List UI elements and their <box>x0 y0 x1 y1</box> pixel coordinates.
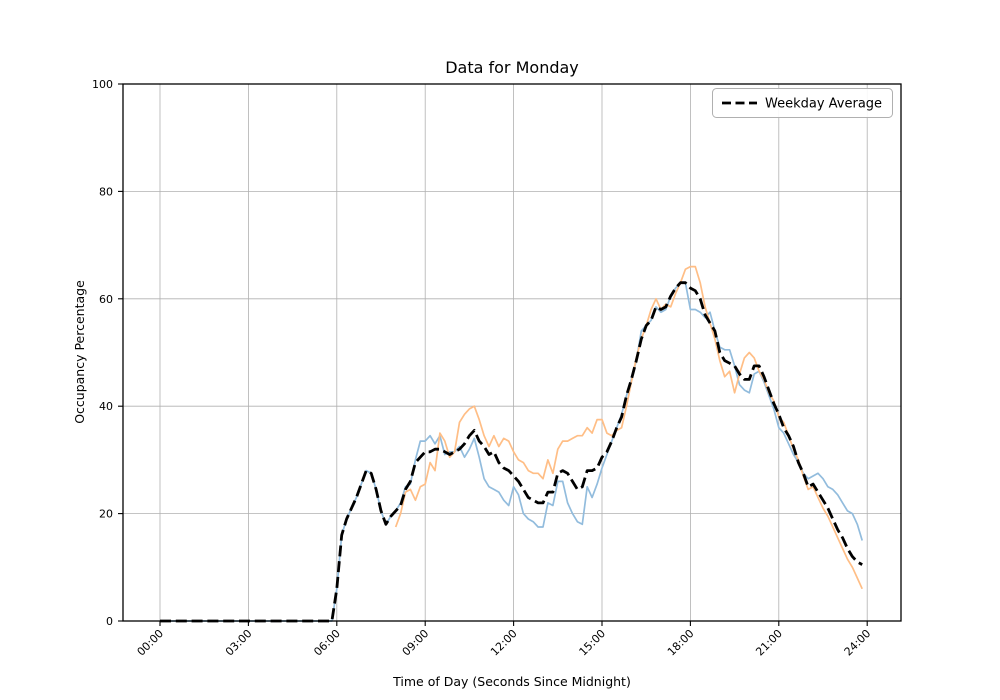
chart-title: Data for Monday <box>445 58 579 77</box>
grid-lines <box>123 83 901 622</box>
x-tick-label: 24:00 <box>842 627 874 659</box>
y-tick-label: 40 <box>99 400 113 413</box>
y-tick-label: 80 <box>99 185 113 198</box>
legend-box <box>712 88 893 118</box>
tick-labels: 00:00 03:00 06:00 09:00 12:00 15:00 18:00 21:00… <box>92 78 873 659</box>
y-tick-label: 0 <box>106 615 113 628</box>
series-line-weekday-average <box>160 281 863 623</box>
x-tick-label: 03:00 <box>223 627 255 659</box>
y-tick-label: 60 <box>99 293 113 306</box>
x-tick-label: 12:00 <box>488 627 520 659</box>
x-tick-label: 06:00 <box>311 627 343 659</box>
x-axis-title: Time of Day (Seconds Since Midnight) <box>392 674 631 689</box>
x-tick-label: 09:00 <box>400 627 432 659</box>
y-tick-label: 100 <box>92 78 113 91</box>
y-axis-title: Occupancy Percentage <box>72 280 87 424</box>
y-tick-label: 20 <box>99 508 113 521</box>
axes <box>118 83 868 626</box>
series-line-monday-series-orange <box>394 265 863 590</box>
legend-label: Weekday Average <box>765 97 882 112</box>
x-tick-label: 18:00 <box>665 627 697 659</box>
data-series-lines <box>160 265 864 623</box>
plot-border <box>122 83 902 622</box>
x-tick-label: 15:00 <box>577 627 609 659</box>
series-line-monday-series-blue <box>160 281 864 622</box>
legend: Weekday Average <box>712 88 893 118</box>
x-tick-label: 00:00 <box>135 627 167 659</box>
x-tick-label: 21:00 <box>753 627 785 659</box>
